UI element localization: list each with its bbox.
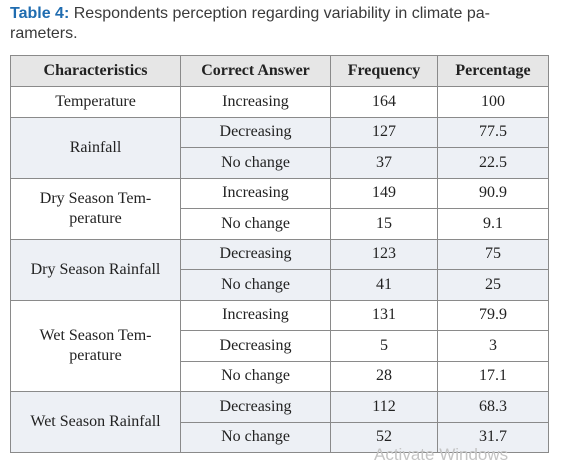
table-row: Wet Season Tem-perature Increasing 131 79.9: [10, 299, 549, 392]
characteristic-line: Wet Season Tem-: [39, 326, 152, 344]
percentage-cell: 3: [437, 330, 549, 362]
table-row: No change 52 31.7: [11, 421, 549, 453]
percentage-cell: 77.5: [437, 116, 549, 148]
percentage-cell: 100: [437, 86, 549, 118]
data-table: Characteristics Correct Answer Frequency Pe…: [10, 55, 549, 453]
characteristic-line: Dry Season Tem-: [39, 189, 152, 207]
header-cell: Percentage: [437, 55, 549, 87]
characteristic-line: perature: [69, 209, 122, 227]
characteristic-line: perature: [69, 346, 122, 364]
frequency-cell: 28: [330, 360, 438, 392]
table-row: No change 15 9.1: [11, 208, 549, 240]
table-row: No change 28 17.1: [11, 360, 549, 392]
answer-cell: Decreasing: [180, 391, 331, 423]
percentage-cell: 17.1: [437, 360, 549, 392]
answer-cell: Increasing: [180, 177, 331, 209]
table-row: No change 41 25: [11, 269, 549, 301]
answer-cell: No change: [180, 421, 331, 453]
frequency-cell: 149: [330, 177, 438, 209]
answer-cell: No change: [180, 360, 331, 392]
header-row: Characteristics Correct Answer Frequency Pe…: [10, 55, 549, 87]
characteristic-line: Wet Season Rainfall: [30, 413, 161, 430]
percentage-cell: 22.5: [437, 147, 549, 179]
answer-cell: No change: [180, 147, 331, 179]
answer-cell: Decreasing: [180, 330, 331, 362]
frequency-cell: 127: [330, 116, 438, 148]
caption-label: Table 4:: [10, 5, 70, 22]
percentage-cell: 68.3: [437, 391, 549, 423]
caption: Table 4: Respondents perception regardin…: [10, 4, 550, 44]
header-cell: Characteristics: [10, 55, 181, 87]
percentage-cell: 31.7: [437, 421, 549, 453]
percentage-cell: 9.1: [437, 208, 549, 240]
frequency-cell: 112: [330, 391, 438, 423]
caption-line: Respondents perception regarding variabi…: [73, 5, 490, 22]
table-row: Dry Season Tem-perature Increasing 149 90.9: [10, 177, 549, 240]
percentage-cell: 79.9: [437, 299, 549, 331]
frequency-cell: 37: [330, 147, 438, 179]
frequency-cell: 164: [330, 86, 438, 118]
characteristic-line: Dry Season Rainfall: [30, 260, 161, 278]
table-row: No change 37 22.5: [11, 147, 549, 179]
answer-cell: No change: [180, 269, 331, 301]
answer-cell: Increasing: [180, 299, 331, 331]
characteristic-cell: Wet Season Rainfall: [10, 391, 181, 453]
caption-line: rameters.: [10, 25, 78, 42]
table-row: Dry Season Rainfall Decreasing 123 75: [10, 238, 549, 301]
characteristic-cell: Dry Season Rainfall: [10, 238, 181, 301]
answer-cell: Decreasing: [180, 116, 331, 148]
frequency-cell: 15: [330, 208, 438, 240]
characteristic-cell: Dry Season Tem-perature: [10, 177, 181, 240]
percentage-cell: 25: [437, 269, 549, 301]
frequency-cell: 52: [330, 421, 438, 453]
answer-cell: Decreasing: [180, 238, 331, 270]
percentage-cell: 90.9: [437, 177, 549, 209]
watermark: Activate Windows: [374, 445, 509, 464]
answer-cell: No change: [180, 208, 331, 240]
characteristic-cell: Temperature: [10, 86, 181, 118]
header-cell: Correct Answer: [180, 55, 331, 87]
table-row: Wet Season Rainfall Decreasing 112 68.3: [10, 391, 549, 453]
frequency-cell: 5: [330, 330, 438, 362]
frequency-cell: 123: [330, 238, 438, 270]
characteristic-cell: Rainfall: [10, 116, 181, 179]
table-row: Temperature Increasing 164 100: [10, 86, 549, 118]
characteristic-line: Rainfall: [69, 138, 122, 156]
percentage-cell: 75: [437, 238, 549, 270]
characteristic-line: Temperature: [55, 92, 136, 110]
header-cell: Frequency: [330, 55, 438, 87]
table-row: Rainfall Decreasing 127 77.5: [10, 116, 549, 179]
frequency-cell: 41: [330, 269, 438, 301]
frequency-cell: 131: [330, 299, 438, 331]
characteristic-cell: Wet Season Tem-perature: [10, 299, 181, 392]
answer-cell: Increasing: [180, 86, 331, 118]
